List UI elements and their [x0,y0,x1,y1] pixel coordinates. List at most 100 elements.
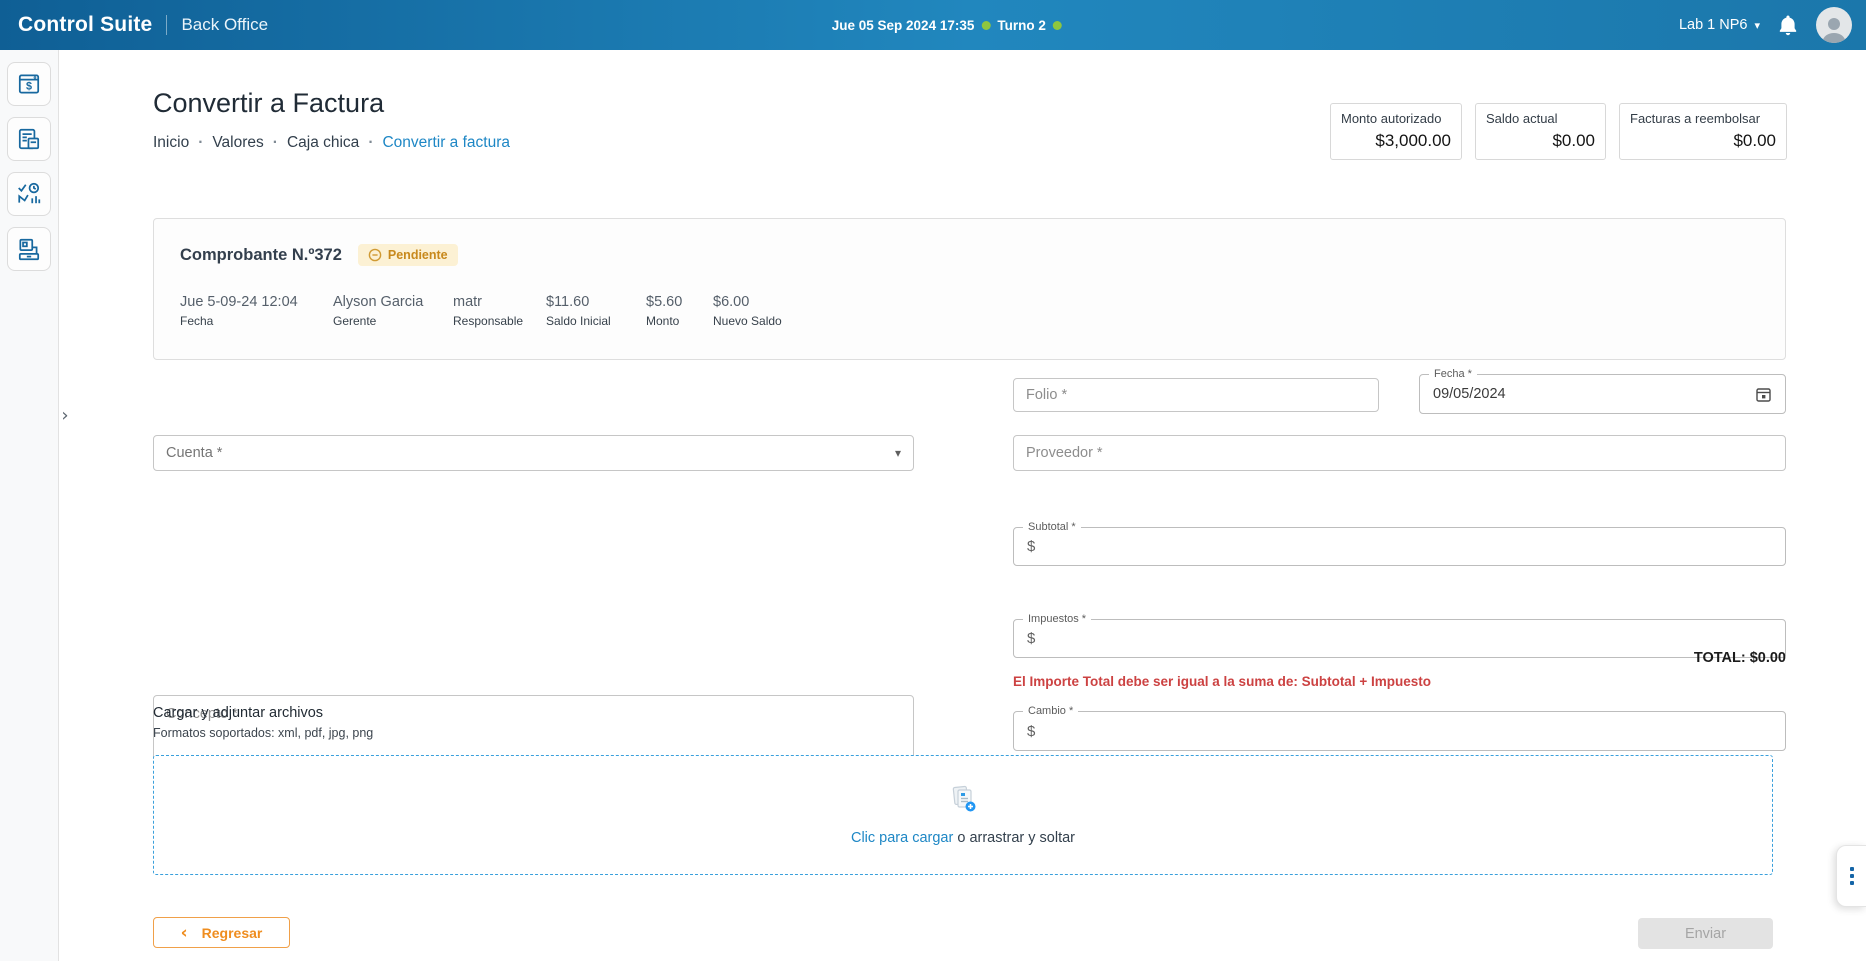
voucher-field-value: $11.60 [546,294,590,310]
stat-label: Monto autorizado [1341,111,1442,126]
fecha-label: Fecha * [1429,368,1477,381]
notifications-bell-button[interactable] [1778,14,1798,36]
voucher-field-label: Gerente [333,314,377,328]
shift-text: Turno 2 [997,17,1046,33]
upload-title: Cargar y adjuntar archivos [153,705,324,721]
voucher-field-value: $6.00 [713,294,750,310]
proveedor-input[interactable] [1013,435,1786,471]
brand-logo: Control Suite [18,13,153,36]
session-status: Jue 05 Sep 2024 17:35 Turno 2 [832,0,1062,50]
breadcrumb-item-inicio[interactable]: Inicio [153,134,190,151]
impuestos-label: Impuestos * [1023,613,1092,626]
pending-icon [368,248,382,262]
breadcrumb-separator: · [272,134,278,151]
topbar: Control Suite Back Office Jue 05 Sep 202… [0,0,1866,50]
cash-window-icon: $ [18,74,40,94]
shift-status-dot [1052,20,1062,30]
form-report-icon [18,128,40,150]
impuestos-input[interactable] [1043,630,1772,647]
sidebar-item-formularios[interactable] [7,117,51,161]
back-button-label: Regresar [201,924,263,941]
sidebar-item-terminal[interactable] [7,227,51,271]
subtotal-label: Subtotal * [1023,521,1081,534]
sidebar-expand-button[interactable]: › [55,404,75,428]
breadcrumb-separator: · [198,134,204,151]
cambio-label: Cambio * [1023,705,1079,718]
voucher-field-fecha: Jue 5-09-24 12:04 Fecha [180,294,298,328]
cambio-input[interactable] [1043,723,1772,739]
cambio-field[interactable]: Cambio * $ [1013,705,1786,751]
stat-value: $0.00 [1552,131,1595,150]
stat-card-facturas-reembolsar: Facturas a reembolsar $0.00 [1619,103,1787,160]
back-button[interactable]: ‹ Regresar [153,917,290,948]
breadcrumb-separator: · [368,134,374,151]
sidebar-item-reportes[interactable] [7,172,51,216]
impuestos-field[interactable]: Impuestos * $ [1013,613,1786,658]
folio-input[interactable] [1013,378,1379,412]
stats-audit-icon [18,182,41,204]
kebab-menu-icon [1849,874,1854,878]
submit-button[interactable]: Enviar [1638,918,1773,949]
status-badge-label: Pendiente [387,248,448,262]
upload-click-link[interactable]: Clic para cargar [850,830,954,846]
voucher-field-gerente: Alyson Garcia Gerente [333,294,423,328]
floating-menu-tab[interactable] [1836,845,1866,907]
voucher-fields: Jue 5-09-24 12:04 Fecha Alyson Garcia Ge… [154,294,1785,344]
voucher-title: Comprobante N.º372 [180,245,342,264]
stat-card-monto-autorizado: Monto autorizado $3,000.00 [1330,103,1462,160]
voucher-header: Comprobante N.º372 Pendiente [180,244,458,266]
fecha-input[interactable] [1433,386,1747,402]
upload-formats: Formatos soportados: xml, pdf, jpg, png [153,726,374,740]
voucher-field-monto: $5.60 Monto [646,294,682,328]
voucher-field-nuevo-saldo: $6.00 Nuevo Saldo [713,294,782,328]
cuenta-select[interactable]: Cuenta * ▾ [153,435,914,471]
cuenta-placeholder: Cuenta * [166,445,223,461]
stat-value: $3,000.00 [1375,131,1451,150]
page-title: Convertir a Factura [153,88,385,118]
user-avatar[interactable] [1816,7,1852,43]
upload-drag-text: o arrastrar y soltar [957,830,1076,846]
breadcrumb-item-valores[interactable]: Valores [212,134,264,151]
sidebar-item-caja[interactable]: $ [7,62,51,106]
voucher-field-value: matr [453,294,482,310]
section-title: Back Office [166,15,268,35]
breadcrumb-item-caja-chica[interactable]: Caja chica [286,134,360,151]
upload-dropzone[interactable]: Clic para cargar o arrastrar y soltar [153,755,1773,875]
voucher-field-value: Alyson Garcia [333,294,424,310]
subtotal-field[interactable]: Subtotal * $ [1013,521,1786,566]
breadcrumb: Inicio · Valores · Caja chica · Converti… [153,134,510,152]
sidebar: $ [0,50,59,961]
voucher-field-label: Monto [646,314,680,328]
upload-instructions: Clic para cargar o arrastrar y soltar [851,830,1075,846]
location-label: Lab 1 NP6 [1678,17,1748,33]
stat-label: Facturas a reembolsar [1630,111,1761,126]
voucher-field-label: Responsable [453,314,524,328]
stat-value: $0.00 [1733,131,1776,150]
currency-prefix: $ [1027,538,1036,555]
kebab-menu-icon [1849,881,1854,885]
voucher-field-value: $5.60 [646,294,683,310]
person-icon [1822,18,1846,43]
stat-label: Saldo actual [1486,111,1558,126]
voucher-field-label: Nuevo Saldo [713,314,782,328]
pos-terminal-icon [18,238,40,261]
topbar-actions: Lab 1 NP6 ▾ [1679,0,1852,50]
status-badge: Pendiente [357,244,458,266]
error-message: El Importe Total debe ser igual a la sum… [1013,674,1431,689]
fecha-field[interactable]: Fecha * [1419,368,1786,414]
session-status-dot [981,20,991,30]
stat-cards: Monto autorizado $3,000.00 Saldo actual … [1330,103,1787,160]
voucher-field-saldo-inicial: $11.60 Saldo Inicial [546,294,611,328]
location-selector[interactable]: Lab 1 NP6 ▾ [1679,17,1760,33]
calendar-icon[interactable] [1755,386,1772,403]
voucher-card: Comprobante N.º372 Pendiente Jue 5-09-24… [153,218,1786,360]
currency-prefix: $ [1027,722,1036,740]
svg-text:$: $ [26,80,32,92]
datetime-text: Jue 05 Sep 2024 17:35 [831,17,975,33]
chevron-down-icon: ▾ [1754,18,1760,32]
kebab-menu-icon [1849,867,1854,871]
chevron-left-icon: ‹ [180,922,188,943]
subtotal-input[interactable] [1043,538,1772,555]
brand-area: Control Suite Back Office [0,13,268,37]
